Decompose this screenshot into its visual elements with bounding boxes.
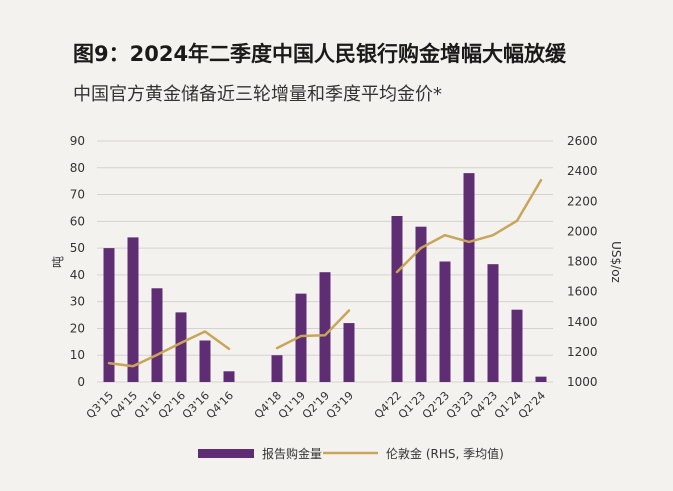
y-axis-left: 0 10 20 30 40 50 60 70 80 90 <box>70 134 85 389</box>
page-title: 图9：2024年二季度中国人民银行购金增幅大幅放缓 <box>73 42 567 66</box>
bar <box>415 226 427 382</box>
bar <box>175 312 187 382</box>
y-tick-label: 0 <box>77 375 85 389</box>
bar <box>127 237 139 382</box>
legend: 报告购金量 伦敦金 (RHS, 季均值) <box>198 446 504 461</box>
y-axis-right: 1000 1200 1400 1600 1800 2000 2200 2400 2600 <box>567 134 598 389</box>
bar <box>271 355 283 382</box>
bar <box>151 288 163 382</box>
bar <box>463 173 475 382</box>
y-tick-label: 60 <box>70 214 85 228</box>
y2-tick-label: 1600 <box>567 285 598 299</box>
bar <box>439 261 451 382</box>
line-segment <box>107 330 231 368</box>
legend-swatch-bar <box>198 449 254 458</box>
y-axis-label: 吨 <box>51 256 65 268</box>
y2-tick-label: 1400 <box>567 315 598 329</box>
bar <box>511 309 523 382</box>
y-tick-label: 20 <box>70 321 85 335</box>
legend-label-line: 伦敦金 (RHS, 季均值) <box>386 446 504 461</box>
legend-label-bar: 报告购金量 <box>262 446 322 461</box>
bar <box>391 215 403 382</box>
bar <box>343 323 355 382</box>
y2-axis-label: US$/oz <box>609 241 623 283</box>
y2-tick-label: 2600 <box>567 134 598 148</box>
y-tick-label: 80 <box>70 161 85 175</box>
x-tick-label: Q4'16 <box>204 389 236 421</box>
line-segment <box>395 178 543 274</box>
bar <box>535 376 547 382</box>
bar <box>295 293 307 382</box>
bar <box>487 264 499 382</box>
y2-tick-label: 2400 <box>567 164 598 178</box>
y-tick-label: 40 <box>70 268 85 282</box>
y2-tick-label: 1000 <box>567 375 598 389</box>
bar <box>199 340 211 382</box>
y-tick-label: 10 <box>70 348 85 362</box>
line-series <box>107 178 543 368</box>
y2-tick-label: 2200 <box>567 194 598 208</box>
bar <box>319 272 331 382</box>
y2-tick-label: 1200 <box>567 345 598 359</box>
y-tick-label: 70 <box>70 188 85 202</box>
y2-tick-label: 2000 <box>567 224 598 238</box>
y-tick-label: 90 <box>70 134 85 148</box>
page-subtitle: 中国官方黄金储备近三轮增量和季度平均金价* <box>73 84 442 105</box>
y2-tick-label: 1800 <box>567 255 598 269</box>
x-tick-label: Q3'19 <box>324 389 356 421</box>
bar <box>223 371 235 382</box>
bar-series <box>103 173 547 382</box>
y-tick-label: 50 <box>70 241 85 255</box>
y-tick-label: 30 <box>70 295 85 309</box>
line-segment <box>275 309 351 350</box>
x-tick-label: Q2'24 <box>516 389 548 421</box>
bar <box>103 248 115 382</box>
